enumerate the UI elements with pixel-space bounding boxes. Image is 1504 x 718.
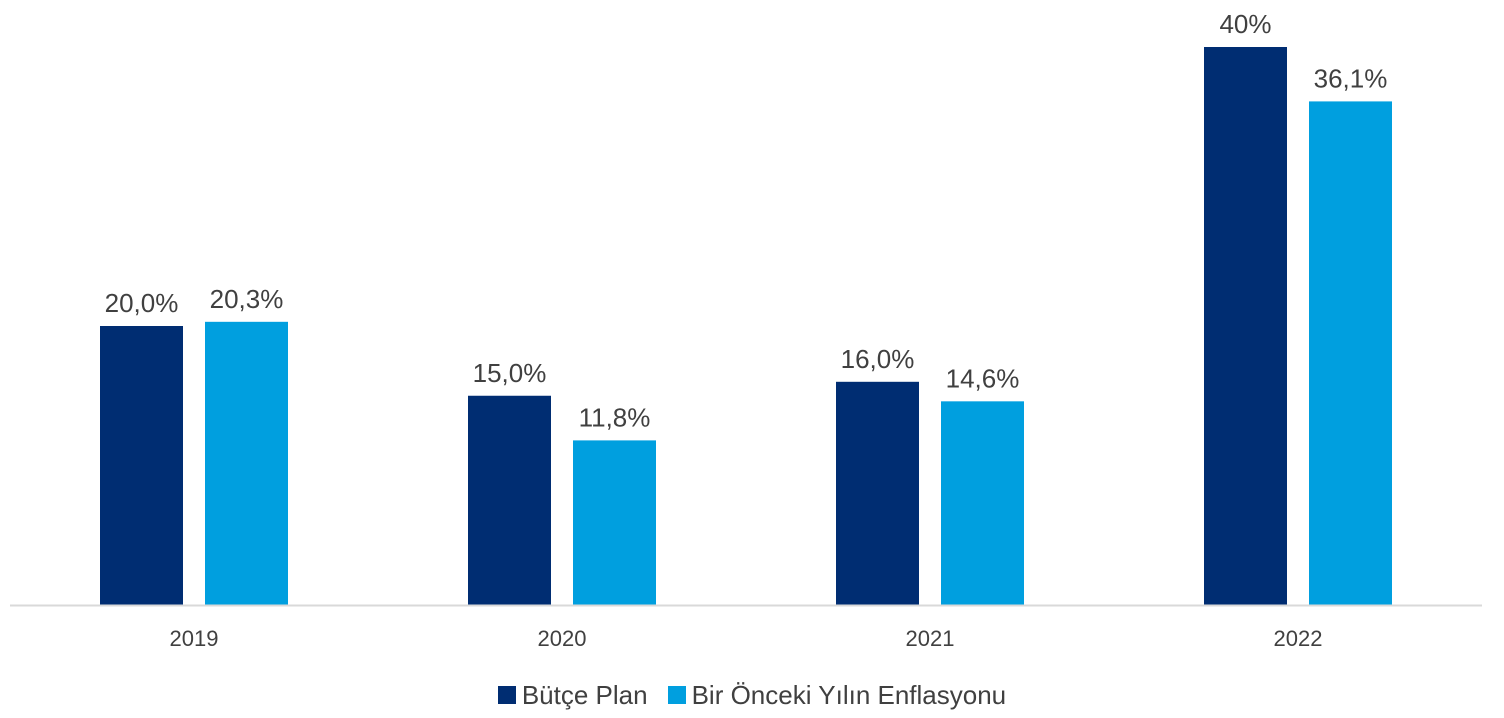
bar-butce-plan-2020 <box>468 395 551 605</box>
bar-onceki-yil-enflasyon-2020 <box>573 440 656 605</box>
legend-label: Bir Önceki Yılın Enflasyonu <box>691 679 1007 710</box>
data-label: 14,6% <box>946 363 1020 393</box>
bar-onceki-yil-enflasyon-2021 <box>941 401 1024 605</box>
legend-swatch <box>667 686 686 704</box>
bar-chart: 20,0% 20,3% 2019 15,0% 11,8% 2020 16,0% 14,6% 20… <box>10 9 1482 651</box>
bar-butce-plan-2019 <box>100 326 183 605</box>
data-label: 20,3% <box>210 284 284 314</box>
data-label: 40% <box>1219 9 1271 39</box>
data-label: 36,1% <box>1314 63 1388 93</box>
bar-butce-plan-2022 <box>1204 47 1287 605</box>
data-label: 20,0% <box>105 288 179 318</box>
data-label: 16,0% <box>841 344 915 374</box>
legend-item: Bir Önceki Yılın Enflasyonu <box>667 679 1007 711</box>
chart-legend: Bütçe Plan Bir Önceki Yılın Enflasyonu <box>0 672 1504 718</box>
legend-item: Bütçe Plan <box>497 679 648 711</box>
bar-butce-plan-2021 <box>836 381 919 605</box>
legend-label: Bütçe Plan <box>521 679 648 710</box>
data-label: 11,8% <box>579 402 651 432</box>
x-tick-label: 2022 <box>1274 626 1323 651</box>
x-tick-label: 2020 <box>538 626 587 651</box>
bar-onceki-yil-enflasyon-2019 <box>205 321 288 605</box>
data-label: 15,0% <box>473 358 547 388</box>
x-tick-label: 2021 <box>906 626 955 651</box>
x-tick-label: 2019 <box>170 626 219 651</box>
bar-onceki-yil-enflasyon-2022 <box>1309 101 1392 605</box>
legend-swatch <box>497 686 516 704</box>
